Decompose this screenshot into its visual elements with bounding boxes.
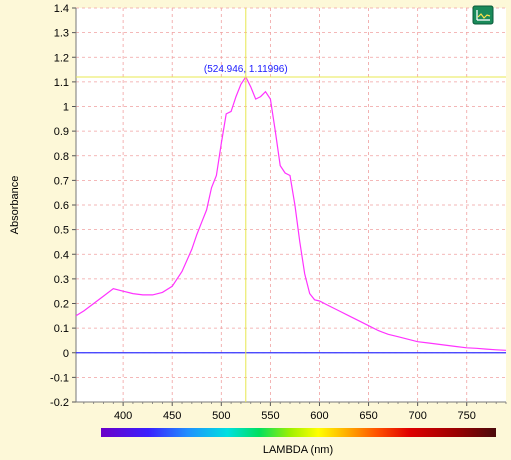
y-tick-label: 0.3 [54, 274, 69, 286]
plot-area[interactable] [76, 8, 506, 402]
x-tick-label: 400 [114, 410, 132, 422]
y-tick-label: 0.5 [54, 225, 69, 237]
spectrum-color-bar [101, 428, 496, 437]
series-layer [75, 75, 507, 354]
cursor-readout: (524.946, 1.11996) [204, 64, 288, 75]
absorbance-series-line[interactable] [75, 75, 507, 351]
y-tick-label: -0.1 [50, 372, 69, 384]
y-axis-title: Absorbance [9, 176, 21, 235]
x-axis-title: LAMBDA (nm) [263, 444, 333, 456]
x-tick-label: 500 [212, 410, 230, 422]
chart-icon[interactable] [472, 5, 494, 25]
y-tick-label: 0.2 [54, 299, 69, 311]
y-tick-label: 0.4 [54, 249, 69, 261]
y-tick-label: 1.2 [54, 52, 69, 64]
wavelength-color-strip [101, 428, 496, 437]
x-tick-label: 700 [408, 410, 426, 422]
y-tick-label: 0.8 [54, 151, 69, 163]
y-tick-label: 1.4 [54, 3, 69, 15]
x-tick-label: 450 [163, 410, 181, 422]
cursor-layer: (524.946, 1.11996) [76, 8, 506, 402]
y-tick-label: 0.1 [54, 323, 69, 335]
y-tick-label: 0.6 [54, 200, 69, 212]
x-tick-label: 750 [458, 410, 476, 422]
y-tick-label: -0.2 [50, 397, 69, 409]
x-tick-label: 600 [310, 410, 328, 422]
y-tick-label: 1.3 [54, 28, 69, 40]
x-tick-label: 550 [261, 410, 279, 422]
x-tick-label: 650 [359, 410, 377, 422]
y-tick-label: 0.9 [54, 126, 69, 138]
y-tick-label: 0 [63, 348, 69, 360]
y-tick-label: 1 [63, 102, 69, 114]
y-tick-label: 1.1 [54, 77, 69, 89]
axes: 400 450 500 550 600 650 700 750 -0.2 -0.1 0 0.1 0.2 0… [50, 3, 507, 422]
y-tick-label: 0.7 [54, 175, 69, 187]
